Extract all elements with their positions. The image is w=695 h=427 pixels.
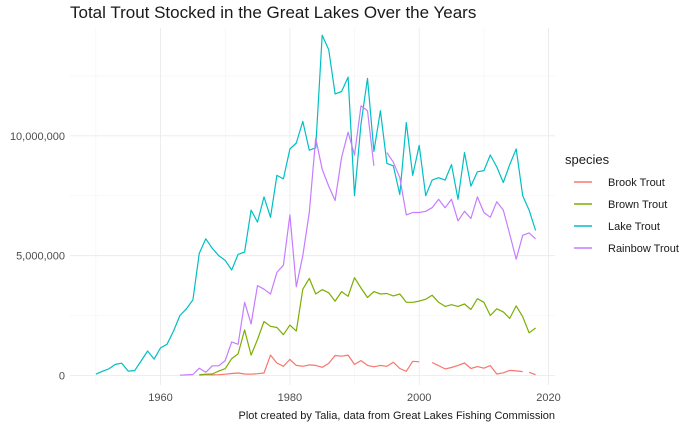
x-axis-ticks: 1960 1980 2000 2020	[148, 392, 560, 404]
y-axis-ticks: 0 5,000,000 10,000,000	[10, 131, 65, 383]
x-tick-label: 1960	[148, 392, 172, 404]
series-line-lake-trout	[95, 34, 537, 375]
y-tick-label: 0	[59, 370, 65, 382]
grid	[70, 28, 555, 385]
series-lines	[95, 34, 537, 376]
series-line-brook-trout	[199, 354, 536, 376]
y-tick-label: 10,000,000	[10, 131, 65, 143]
legend-label-rainbow-trout: Rainbow Trout	[608, 243, 679, 255]
legend-title: species	[565, 152, 610, 167]
series-line-rainbow-trout	[179, 105, 537, 376]
x-tick-label: 2020	[536, 392, 560, 404]
y-tick-label: 5,000,000	[16, 251, 65, 263]
legend-label-brown-trout: Brown Trout	[608, 199, 667, 211]
x-tick-label: 2000	[407, 392, 431, 404]
chart-caption: Plot created by Talia, data from Great L…	[239, 410, 556, 422]
x-tick-label: 1980	[278, 392, 302, 404]
legend: species Brook Trout Brown Trout Lake Trout…	[565, 152, 679, 255]
legend-label-lake-trout: Lake Trout	[608, 221, 660, 233]
chart-title: Total Trout Stocked in the Great Lakes O…	[70, 3, 476, 22]
legend-label-brook-trout: Brook Trout	[608, 177, 665, 189]
series-line-brown-trout	[199, 277, 536, 376]
